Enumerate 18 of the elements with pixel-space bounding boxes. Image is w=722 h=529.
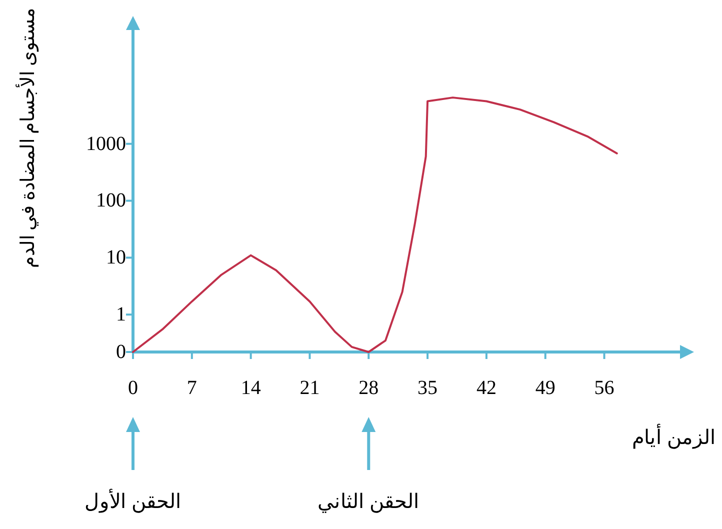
y-tick-label: 1000 — [86, 132, 126, 155]
annotation: الحقن الثاني — [318, 491, 420, 513]
y-tick-label: 10 — [106, 246, 126, 269]
x-tick-label: 42 — [476, 377, 496, 399]
x-tick-label: 7 — [186, 377, 197, 399]
y-tick-label: 100 — [96, 190, 126, 212]
x-tick-label: 49 — [535, 377, 556, 399]
annotation: الحقن الأول — [84, 488, 182, 513]
x-tick-label: 35 — [418, 377, 438, 399]
line-series — [132, 96, 618, 353]
x-tick-label: 28 — [358, 377, 379, 399]
y-tick-label: 0 — [116, 341, 126, 363]
y-tick-label: 1 — [116, 304, 126, 326]
x-tick-label: 21 — [300, 377, 320, 399]
x-tick-label: 56 — [594, 377, 614, 399]
x-axis-title: الزمن أيام — [632, 423, 716, 449]
y-axis-title: مستوى الأجسام المضادة في الدم — [15, 8, 39, 268]
x-tick-label: 14 — [240, 377, 261, 399]
